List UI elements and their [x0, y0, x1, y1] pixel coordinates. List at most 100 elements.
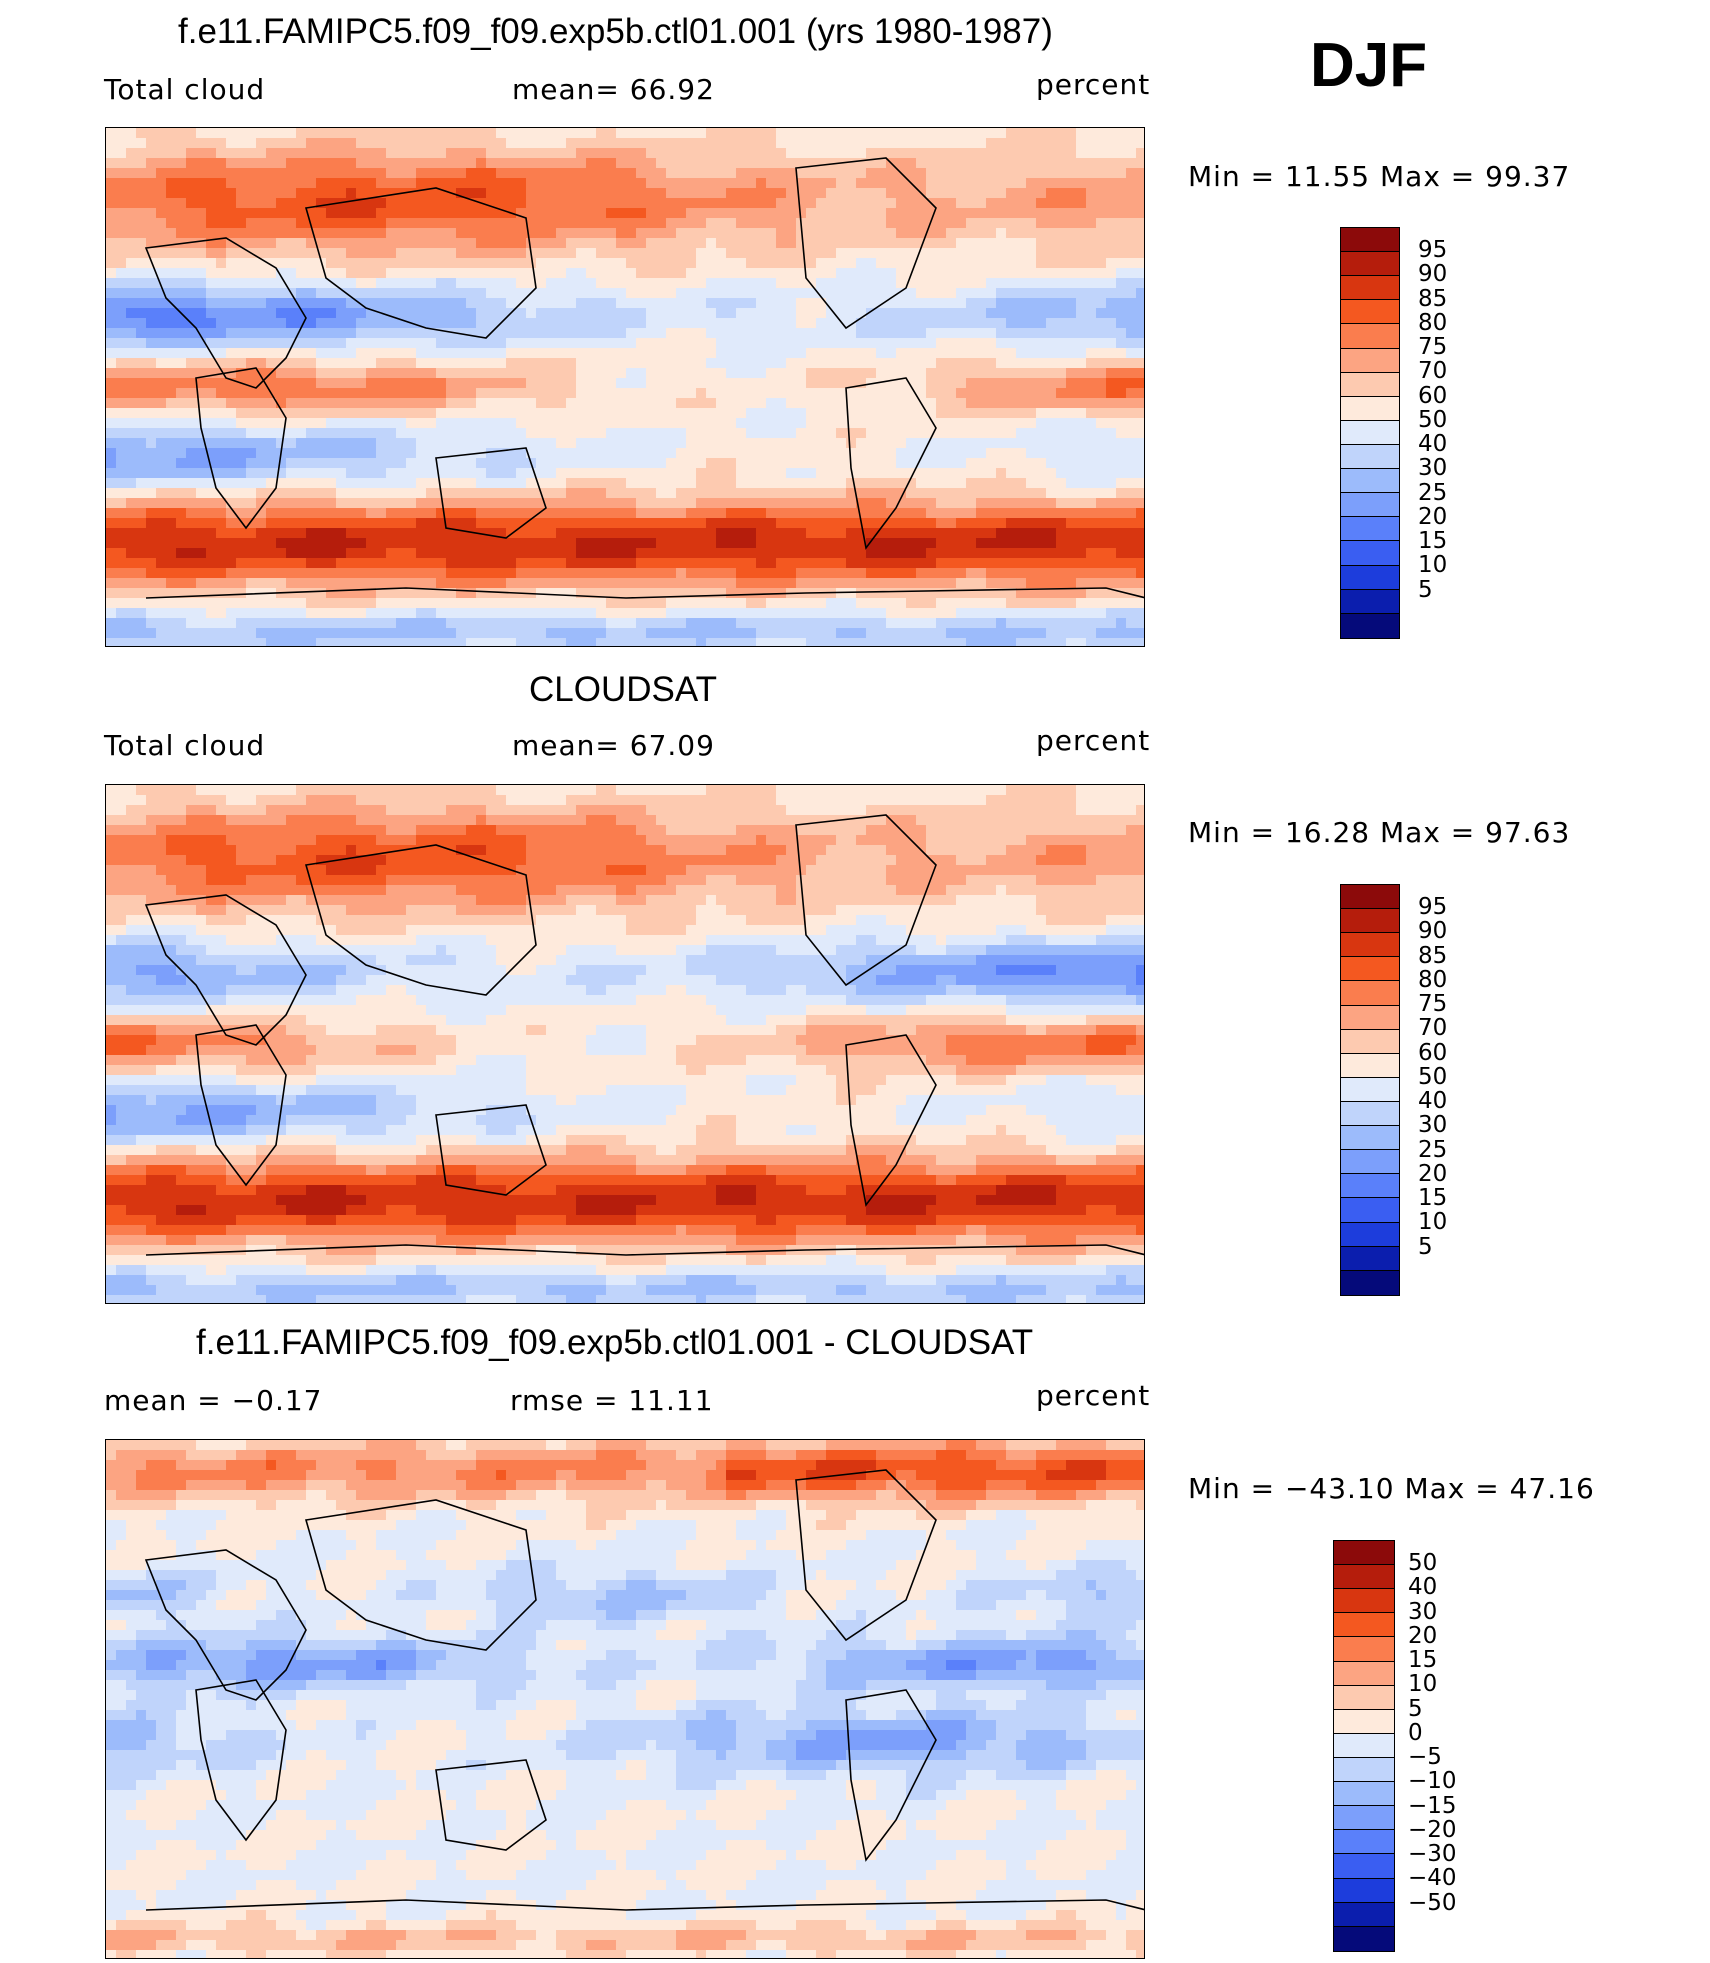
field-cell [426, 158, 437, 169]
field-cell [376, 138, 387, 149]
field-cell [856, 428, 867, 439]
field-cell [686, 338, 697, 349]
field-cell [806, 458, 817, 469]
field-cell [206, 238, 217, 249]
field-cell [1016, 178, 1027, 189]
field-cell [516, 258, 527, 269]
field-cell [836, 428, 847, 439]
field-cell [706, 348, 717, 359]
field-cell [626, 588, 637, 599]
field-cell [776, 218, 787, 229]
field-cell [266, 548, 277, 559]
field-cell [426, 278, 437, 289]
field-cell [206, 478, 217, 489]
field-cell [926, 348, 937, 359]
field-cell [416, 588, 427, 599]
field-cell [396, 518, 407, 529]
field-cell [536, 578, 547, 589]
field-cell [116, 438, 127, 449]
field-cell [276, 348, 287, 359]
field-cell [596, 298, 607, 309]
field-cell [246, 318, 257, 329]
field-cell [866, 218, 877, 229]
field-cell [1116, 458, 1127, 469]
field-cell [1016, 258, 1027, 269]
field-cell [986, 328, 997, 339]
field-cell [876, 478, 887, 489]
field-cell [286, 518, 297, 529]
field-cell [866, 578, 877, 589]
field-cell [416, 188, 427, 199]
field-cell [366, 478, 377, 489]
field-cell [656, 318, 667, 329]
field-cell [316, 398, 327, 409]
field-cell [656, 368, 667, 379]
field-cell [286, 488, 297, 499]
field-cell [136, 508, 147, 519]
field-cell [106, 328, 117, 339]
field-cell [846, 338, 857, 349]
field-cell [896, 158, 907, 169]
field-cell [1026, 448, 1037, 459]
field-cell [936, 428, 947, 439]
field-cell [416, 578, 427, 589]
field-cell [1116, 168, 1127, 179]
field-cell [756, 228, 767, 239]
field-cell [386, 578, 397, 589]
field-cell [476, 208, 487, 219]
field-cell [1036, 298, 1047, 309]
field-cell [1036, 538, 1047, 549]
field-cell [696, 278, 707, 289]
field-cell [566, 568, 577, 579]
field-cell [1116, 308, 1127, 319]
field-cell [1006, 448, 1017, 459]
field-cell [616, 488, 627, 499]
field-cell [596, 418, 607, 429]
field-cell [866, 148, 877, 159]
field-cell [336, 298, 347, 309]
field-cell [536, 318, 547, 329]
field-cell [176, 368, 187, 379]
field-cell [476, 358, 487, 369]
field-cell [106, 178, 117, 189]
field-cell [1106, 198, 1117, 209]
field-cell [1126, 228, 1137, 239]
field-cell [646, 358, 657, 369]
field-cell [146, 518, 157, 529]
field-cell [1036, 138, 1047, 149]
field-cell [416, 248, 427, 259]
field-cell [176, 558, 187, 569]
field-cell [926, 538, 937, 549]
field-cell [366, 218, 377, 229]
field-cell [856, 268, 867, 279]
field-cell [516, 268, 527, 279]
field-cell [566, 598, 577, 609]
field-cell [196, 138, 207, 149]
field-cell [1086, 298, 1097, 309]
field-cell [166, 128, 177, 139]
field-cell [296, 578, 307, 589]
field-cell [646, 218, 657, 229]
field-cell [906, 388, 917, 399]
field-cell [356, 248, 367, 259]
field-cell [926, 158, 937, 169]
field-cell [326, 218, 337, 229]
field-cell [796, 168, 807, 179]
field-cell [1016, 148, 1027, 159]
field-cell [996, 318, 1007, 329]
field-cell [626, 158, 637, 169]
field-cell [426, 568, 437, 579]
field-cell [176, 378, 187, 389]
field-cell [1126, 498, 1137, 509]
field-cell [1016, 398, 1027, 409]
field-cell [896, 488, 907, 499]
field-cell [266, 448, 277, 459]
field-cell [1076, 598, 1087, 609]
field-cell [326, 338, 337, 349]
field-cell [386, 528, 397, 539]
field-cell [866, 338, 877, 349]
field-cell [886, 238, 897, 249]
field-cell [816, 158, 827, 169]
field-cell [466, 278, 477, 289]
field-cell [1026, 568, 1037, 579]
